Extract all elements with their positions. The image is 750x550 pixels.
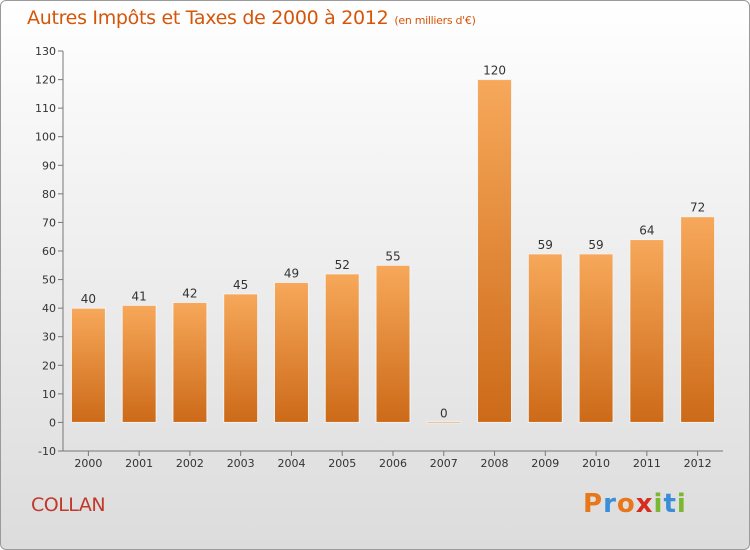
bar-value-label: 55 — [385, 249, 400, 263]
bar-2003 — [223, 293, 259, 423]
y-tick-label: 130 — [35, 45, 56, 58]
y-tick-label: 50 — [42, 274, 56, 287]
logo-letter: i — [653, 489, 664, 519]
bar-2011 — [629, 239, 665, 423]
bar-2008 — [477, 79, 513, 423]
bar-value-label: 64 — [639, 224, 654, 238]
bar-value-label: 52 — [335, 258, 350, 272]
bar-2001 — [121, 304, 157, 423]
y-tick-label: 90 — [42, 159, 56, 172]
x-tick-label: 2003 — [227, 457, 255, 470]
logo-letter: x — [635, 489, 654, 519]
y-tick-label: 100 — [35, 131, 56, 144]
bar-2010 — [578, 253, 614, 423]
chart-title-text: Autres Impôts et Taxes de 2000 à 2012 — [27, 7, 389, 29]
commune-name: COLLAN — [31, 494, 106, 516]
chart-title: Autres Impôts et Taxes de 2000 à 2012 (en… — [27, 7, 476, 29]
bar-2007 — [426, 420, 462, 424]
chart-bars: 40 41 42 45 49 52 55 0 120 59 59 64 72 — [70, 64, 716, 424]
logo-letter: i — [676, 489, 687, 519]
bar-2006 — [375, 264, 411, 423]
y-tick-label: 70 — [42, 216, 56, 229]
x-tick-label: 2010 — [582, 457, 610, 470]
bar-value-label: 42 — [182, 286, 197, 300]
bar-2002 — [172, 301, 208, 423]
y-tick-label: 80 — [42, 188, 56, 201]
y-tick-label: 10 — [42, 388, 56, 401]
logo-letter: t — [663, 489, 677, 519]
logo-letter: P — [583, 489, 604, 519]
bar-value-label: 49 — [284, 266, 299, 280]
x-tick-label: 2012 — [684, 457, 712, 470]
y-tick-label: 30 — [42, 331, 56, 344]
logo-letter: r — [603, 489, 617, 519]
proxiti-logo: Proxiti — [583, 489, 687, 519]
y-tick-label: 0 — [49, 416, 56, 429]
y-tick-label: 60 — [42, 245, 56, 258]
chart-axes: -10 0 10 20 30 40 50 60 70 80 90 100 110 120 130 2000 20… — [35, 45, 723, 470]
bar-2009 — [527, 253, 563, 423]
bar-2004 — [273, 281, 309, 423]
bar-value-label: 40 — [81, 292, 96, 306]
x-tick-label: 2009 — [531, 457, 559, 470]
x-tick-label: 2007 — [430, 457, 458, 470]
x-tick-label: 2006 — [379, 457, 407, 470]
bar-value-label: 41 — [132, 289, 147, 303]
bar-value-label: 72 — [690, 201, 705, 215]
x-tick-label: 2005 — [328, 457, 356, 470]
y-tick-label: -10 — [38, 445, 56, 458]
y-tick-label: 40 — [42, 302, 56, 315]
y-tick-label: 20 — [42, 359, 56, 372]
bar-value-label: 0 — [440, 406, 448, 420]
y-tick-label: 120 — [35, 74, 56, 87]
x-tick-label: 2004 — [277, 457, 305, 470]
bar-value-label: 59 — [588, 238, 603, 252]
x-tick-label: 2008 — [481, 457, 509, 470]
bar-2000 — [70, 307, 106, 423]
bar-2012 — [680, 216, 716, 423]
y-tick-label: 110 — [35, 102, 56, 115]
x-tick-label: 2011 — [633, 457, 661, 470]
bar-value-label: 45 — [233, 278, 248, 292]
x-tick-label: 2002 — [176, 457, 204, 470]
x-tick-label: 2001 — [125, 457, 153, 470]
chart-subtitle: (en milliers d'€) — [394, 14, 476, 27]
bar-2005 — [324, 273, 360, 423]
logo-letter: o — [616, 489, 636, 519]
bar-value-label: 120 — [483, 64, 506, 78]
x-tick-label: 2000 — [74, 457, 102, 470]
bar-value-label: 59 — [538, 238, 553, 252]
